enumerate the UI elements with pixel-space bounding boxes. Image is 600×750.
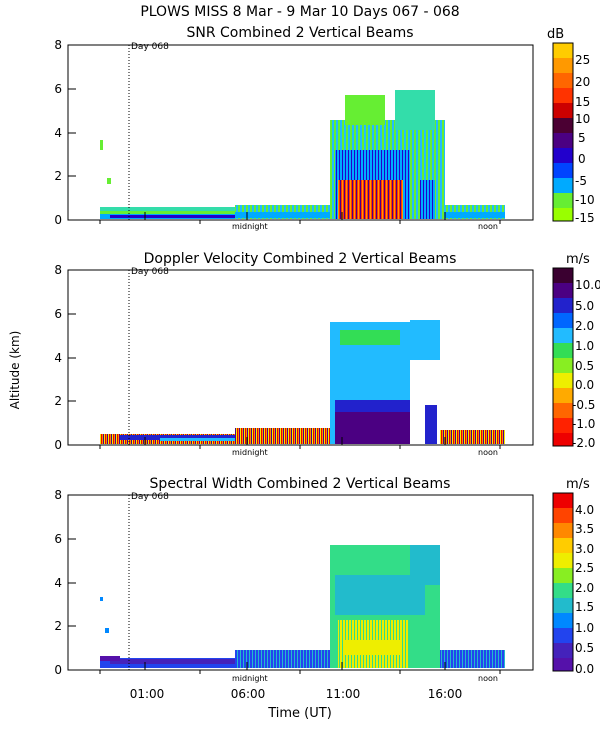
snr-cbar-label: 15 [575,95,590,109]
spectral-heatmap [100,545,505,668]
doppler-title: Doppler Velocity Combined 2 Vertical Bea… [144,251,457,267]
doppler-cbar-label: 0.0 [575,378,594,392]
snr-ytick-label: 0 [54,213,62,227]
doppler-ytick-label: 8 [54,263,62,277]
spectral-cbar-label: 1.5 [575,600,594,614]
snr-cbar-label: 25 [575,53,590,67]
doppler-yticks [68,269,76,446]
snr-cbar-label: 20 [575,75,590,89]
doppler-cbar-label: -0.5 [572,398,595,412]
snr-ytick-label: 4 [54,126,62,140]
spectral-panel: Spectral Width Combined 2 Vertical Beams… [54,476,594,701]
snr-heatmap [100,90,505,219]
spectral-cbar-label: 3.5 [575,522,594,536]
doppler-ytick-label: 6 [54,307,62,321]
spectral-ytick-label: 0 [54,663,62,677]
spectral-ytick-label: 4 [54,576,62,590]
spectral-cbar-label: 2.5 [575,561,594,575]
spectral-cbar-label: 3.0 [575,542,594,556]
snr-ytick-label: 8 [54,38,62,52]
spectral-xticks [99,662,501,674]
doppler-panel: Doppler Velocity Combined 2 Vertical Bea… [54,251,600,457]
snr-yticks [68,44,76,221]
spectral-day-marker: Day 068 [131,492,169,502]
spectral-cbar-label: 1.0 [575,621,594,635]
snr-cbar-label: 5 [578,131,586,145]
doppler-xticks [99,437,501,449]
figure-title: PLOWS MISS 8 Mar - 9 Mar 10 Days 067 - 0… [140,4,459,20]
doppler-day-marker: Day 068 [131,267,169,277]
xtick-label-0600: 06:00 [231,687,266,701]
doppler-ytick-label: 0 [54,438,62,452]
snr-xticks [99,212,501,224]
snr-cbar-label: 10 [575,112,590,126]
doppler-ytick-label: 2 [54,394,62,408]
spectral-colorbar [552,492,574,672]
doppler-cbar-label: 10.0 [575,278,600,292]
doppler-noon: noon [478,448,498,457]
doppler-cbar-label: -2.0 [572,436,595,450]
spectral-cbar-label: 0.5 [575,641,594,655]
snr-colorbar-unit: dB [547,27,564,42]
snr-cbar-label: -15 [575,211,595,225]
doppler-cbar-label: 1.0 [575,339,594,353]
spectral-yticks [68,494,76,671]
spectral-midnight: midnight [232,674,268,683]
snr-panel: SNR Combined 2 Vertical Beams Day 068 [54,25,594,231]
doppler-cbar-label: -1.0 [572,417,595,431]
spectral-noon: noon [478,674,498,683]
spectral-colorbar-unit: m/s [566,477,590,492]
spectral-title: Spectral Width Combined 2 Vertical Beams [150,476,451,492]
xtick-label-1100: 11:00 [326,687,361,701]
doppler-cbar-label: 0.5 [575,359,594,373]
doppler-cbar-label: 5.0 [575,299,594,313]
doppler-heatmap [100,320,505,444]
snr-ytick-label: 2 [54,169,62,183]
y-axis-label: Altitude (km) [8,331,22,410]
snr-midnight: midnight [232,222,268,231]
snr-cbar-label: -5 [575,174,587,188]
snr-title: SNR Combined 2 Vertical Beams [186,25,413,41]
spectral-cbar-label: 4.0 [575,503,594,517]
snr-day-marker: Day 068 [131,42,169,52]
doppler-ytick-label: 4 [54,351,62,365]
doppler-midnight: midnight [232,448,268,457]
snr-cbar-label: 0 [578,152,586,166]
snr-colorbar [552,42,574,222]
spectral-ytick-label: 2 [54,619,62,633]
snr-noon: noon [478,222,498,231]
spectral-cbar-label: 2.0 [575,581,594,595]
spectral-ytick-label: 8 [54,488,62,502]
snr-cbar-label: -10 [575,193,595,207]
snr-ytick-label: 6 [54,82,62,96]
spectral-ytick-label: 6 [54,532,62,546]
doppler-colorbar-unit: m/s [566,252,590,267]
doppler-cbar-label: 2.0 [575,319,594,333]
doppler-colorbar [552,267,574,447]
x-axis-label: Time (UT) [267,706,332,721]
spectral-cbar-label: 0.0 [575,662,594,676]
xtick-label-1600: 16:00 [428,687,463,701]
xtick-label-0100: 01:00 [130,687,165,701]
